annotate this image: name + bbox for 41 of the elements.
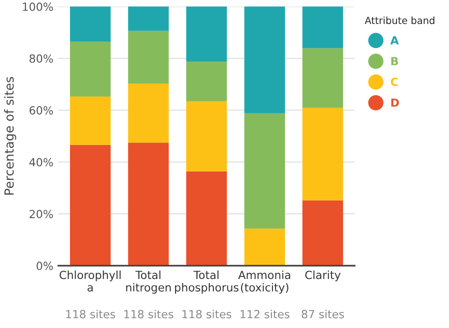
legend-title: Attribute band — [364, 16, 434, 24]
text: 87 sites — [302, 310, 344, 318]
y-tick-label: 20% — [30, 210, 53, 218]
bar — [244, 113, 285, 229]
bar — [128, 142, 169, 266]
y-tick-label: 0% — [36, 262, 53, 270]
legend-label: A — [390, 36, 399, 44]
bar — [186, 171, 227, 266]
x-tick-label: Clarity — [305, 270, 341, 282]
bar — [302, 6, 344, 48]
bar — [186, 61, 227, 102]
bar — [302, 200, 344, 266]
text: 118 sites — [182, 310, 232, 318]
bar — [128, 30, 169, 84]
x-tick-label: Total nitrogen — [126, 270, 171, 294]
bar — [70, 42, 111, 96]
text: 118 sites — [66, 310, 116, 318]
y-tick-label: 60% — [30, 106, 53, 115]
bar — [128, 6, 169, 31]
legend-label: B — [391, 57, 398, 66]
bar — [244, 6, 285, 114]
text: 112 sites — [240, 310, 290, 318]
bar — [70, 96, 111, 145]
bar — [70, 144, 111, 266]
y-axis-title: Percentage of sites — [4, 77, 16, 195]
x-tick-label: Chlorophyll a — [60, 270, 121, 292]
bar — [302, 108, 344, 200]
legend-label: D — [391, 98, 399, 107]
bar — [302, 48, 344, 108]
text: 118 sites — [124, 310, 174, 318]
bar — [186, 101, 227, 172]
bar — [128, 84, 169, 143]
y-tick-label: 100% — [22, 2, 53, 11]
bar — [186, 6, 227, 62]
x-tick-label: Ammonia (toxicity) — [238, 270, 290, 294]
bar — [70, 6, 111, 42]
y-tick-label: 40% — [29, 158, 53, 166]
x-tick-label: Total phosphorus — [175, 270, 238, 294]
legend-label: C — [390, 78, 398, 86]
y-tick-label: 80% — [30, 54, 53, 63]
bar — [244, 228, 285, 266]
